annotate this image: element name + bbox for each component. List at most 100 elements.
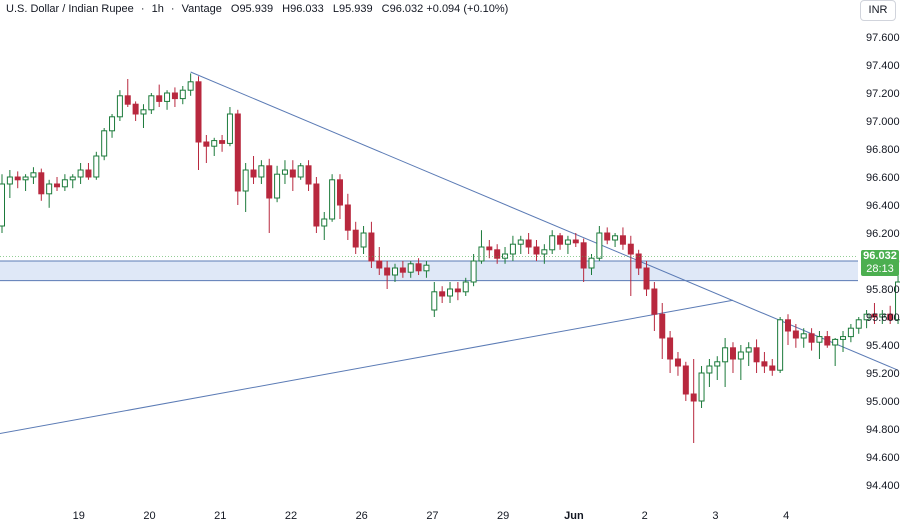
x-tick-label: 2 <box>642 510 648 522</box>
candle-body <box>219 140 226 144</box>
candle-body <box>494 249 501 259</box>
candle-body <box>195 81 202 143</box>
candle-body <box>564 239 571 245</box>
candle-body <box>698 372 705 402</box>
candle-body <box>525 239 532 248</box>
candle-body <box>211 140 218 147</box>
high-label: H <box>282 3 291 15</box>
candle-body <box>376 260 383 269</box>
candle-body <box>808 333 815 343</box>
candle-body <box>179 89 186 100</box>
low-label: L <box>332 3 339 15</box>
candle-body <box>329 179 336 220</box>
candle-body <box>54 183 61 188</box>
x-tick-label: 29 <box>497 510 509 522</box>
candle-body <box>509 243 516 255</box>
candle-body <box>572 239 579 244</box>
candle-body <box>93 155 100 178</box>
candle-body <box>627 243 634 255</box>
candle-body <box>541 249 548 255</box>
trendline-up <box>0 299 734 435</box>
candle-body <box>281 169 288 175</box>
candle-body <box>502 253 509 259</box>
candle-body <box>439 291 446 297</box>
symbol-name: U.S. Dollar / Indian Rupee <box>6 3 134 15</box>
candle-body <box>140 109 147 115</box>
candle-body <box>61 179 68 188</box>
candle-body <box>234 113 241 192</box>
candle-body <box>478 246 485 262</box>
candle-body <box>85 169 92 178</box>
candle-body <box>415 263 422 272</box>
trendline-down <box>190 71 899 371</box>
candle-body <box>580 242 587 269</box>
bar-countdown: 28:13 <box>866 263 894 275</box>
candle-body <box>313 183 320 227</box>
close-value: 96.032 <box>389 3 424 15</box>
y-tick-label: 95.600 <box>866 312 900 324</box>
candle-body <box>226 113 233 144</box>
candle-body <box>847 327 854 338</box>
candle-body <box>737 351 744 360</box>
candle-body <box>171 92 178 100</box>
x-tick-label: 19 <box>73 510 85 522</box>
last-price-tag: 96.032 28:13 <box>861 250 899 276</box>
x-tick-label: 26 <box>356 510 368 522</box>
candle-body <box>761 361 768 367</box>
candle-body <box>266 165 273 199</box>
candle-body <box>447 288 454 297</box>
interval: 1h <box>151 3 164 15</box>
candle-body <box>242 169 249 192</box>
candle-body <box>250 169 257 178</box>
x-tick-label: Jun <box>564 510 584 522</box>
y-tick-label: 96.600 <box>866 172 900 184</box>
candle-body <box>392 267 398 276</box>
candle-body <box>745 347 752 353</box>
y-tick-label: 95.200 <box>866 368 900 380</box>
candle-body <box>753 347 760 363</box>
y-tick-label: 97.000 <box>866 116 900 128</box>
y-tick-label: 95.400 <box>866 340 900 352</box>
y-tick-label: 94.400 <box>866 480 900 492</box>
candle-body <box>863 313 870 321</box>
y-tick-label: 97.200 <box>866 88 900 100</box>
y-tick-label: 96.200 <box>866 228 900 240</box>
candle-body <box>549 235 556 251</box>
candle-body <box>116 95 123 118</box>
x-tick-label: 22 <box>285 510 297 522</box>
candle-body <box>462 281 469 293</box>
candle-body <box>14 176 21 181</box>
candle-body <box>879 313 886 318</box>
chart-legend-header: U.S. Dollar / Indian Rupee · 1h · Vantag… <box>6 3 508 15</box>
currency-button[interactable]: INR <box>860 0 896 21</box>
candle-body <box>824 336 831 346</box>
candle-body <box>635 253 642 269</box>
candle-body <box>289 169 296 178</box>
candle-body <box>305 165 312 185</box>
y-tick-label: 94.600 <box>866 452 900 464</box>
change-value: +0.094 (+0.10%) <box>426 3 509 15</box>
candle-body <box>407 263 414 273</box>
candle-body <box>517 239 524 245</box>
close-label: C <box>381 3 390 15</box>
candle-body <box>533 246 540 255</box>
candle-body <box>674 358 681 367</box>
x-tick-label: 21 <box>214 510 226 522</box>
x-tick-label: 20 <box>143 510 155 522</box>
x-tick-label: 4 <box>783 510 789 522</box>
candle-body <box>486 246 493 251</box>
candle-body <box>887 313 894 321</box>
candle-body <box>682 365 689 395</box>
candle-body <box>399 267 406 273</box>
candle-body <box>785 319 791 332</box>
candle-body <box>895 281 900 321</box>
candle-body <box>368 232 375 262</box>
separator: · <box>170 3 175 15</box>
candle-body <box>454 288 461 293</box>
data-source: Vantage <box>181 3 222 15</box>
candle-body <box>336 179 343 206</box>
candle-body <box>667 337 674 360</box>
candle-body <box>588 257 595 269</box>
